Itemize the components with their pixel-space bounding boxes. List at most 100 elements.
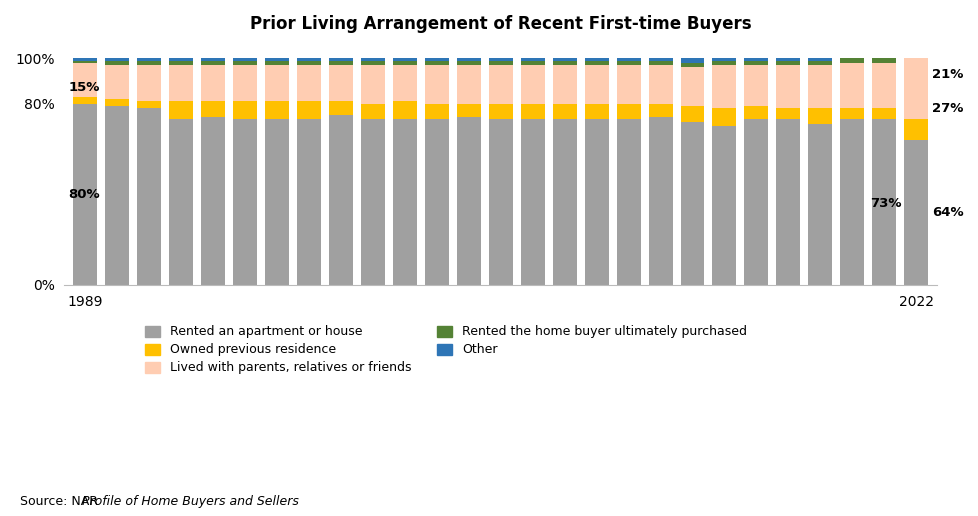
Bar — [680, 58, 704, 63]
Bar — [137, 60, 160, 65]
Bar — [105, 58, 129, 60]
Bar — [647, 65, 672, 104]
Bar — [839, 119, 864, 285]
Bar — [296, 58, 321, 60]
Text: 80%: 80% — [68, 188, 100, 201]
Bar — [712, 126, 735, 285]
Bar — [296, 119, 321, 285]
Bar — [296, 101, 321, 119]
Bar — [392, 60, 417, 65]
Bar — [712, 58, 735, 60]
Bar — [743, 106, 768, 119]
Bar — [712, 108, 735, 126]
Bar — [520, 119, 544, 285]
Bar — [839, 63, 864, 108]
Bar — [265, 119, 289, 285]
Bar — [137, 65, 160, 101]
Bar — [392, 101, 417, 119]
Bar — [233, 101, 256, 119]
Bar — [552, 58, 576, 60]
Text: 15%: 15% — [68, 81, 100, 94]
Bar — [808, 58, 831, 60]
Bar — [776, 58, 800, 60]
Bar — [616, 104, 640, 119]
Bar — [424, 65, 448, 104]
Bar — [616, 119, 640, 285]
Bar — [73, 60, 97, 63]
Bar — [73, 97, 97, 104]
Text: 21%: 21% — [931, 68, 962, 80]
Bar — [680, 67, 704, 106]
Bar — [520, 60, 544, 65]
Bar — [520, 104, 544, 119]
Bar — [743, 60, 768, 65]
Bar — [584, 65, 608, 104]
Bar — [329, 58, 352, 60]
Bar — [488, 65, 512, 104]
Bar — [839, 108, 864, 119]
Bar — [871, 108, 896, 119]
Bar — [871, 119, 896, 285]
Bar — [616, 60, 640, 65]
Text: Source: NAR: Source: NAR — [20, 495, 102, 508]
Bar — [424, 104, 448, 119]
Bar — [647, 104, 672, 117]
Bar — [361, 104, 384, 119]
Bar — [647, 117, 672, 285]
Bar — [488, 104, 512, 119]
Bar — [233, 65, 256, 101]
Bar — [616, 65, 640, 104]
Bar — [361, 60, 384, 65]
Bar — [552, 60, 576, 65]
Bar — [361, 119, 384, 285]
Bar — [776, 65, 800, 108]
Bar — [329, 115, 352, 285]
Bar — [105, 99, 129, 106]
Bar — [329, 101, 352, 115]
Bar — [361, 65, 384, 104]
Bar — [329, 60, 352, 65]
Bar — [73, 58, 97, 60]
Bar — [233, 58, 256, 60]
Bar — [456, 58, 480, 60]
Bar — [712, 65, 735, 108]
Bar — [456, 117, 480, 285]
Bar — [233, 60, 256, 65]
Bar — [743, 65, 768, 106]
Bar — [488, 58, 512, 60]
Bar — [904, 140, 927, 285]
Bar — [584, 104, 608, 119]
Bar — [743, 58, 768, 60]
Bar — [105, 106, 129, 285]
Bar — [424, 58, 448, 60]
Bar — [776, 108, 800, 119]
Bar — [552, 119, 576, 285]
Bar — [584, 58, 608, 60]
Bar — [776, 60, 800, 65]
Bar — [904, 58, 927, 119]
Bar — [743, 119, 768, 285]
Bar — [169, 58, 193, 60]
Bar — [424, 119, 448, 285]
Bar — [584, 119, 608, 285]
Bar — [361, 58, 384, 60]
Bar — [456, 60, 480, 65]
Bar — [520, 65, 544, 104]
Bar — [265, 58, 289, 60]
Bar — [552, 65, 576, 104]
Bar — [137, 108, 160, 285]
Bar — [169, 101, 193, 119]
Bar — [712, 60, 735, 65]
Bar — [647, 58, 672, 60]
Bar — [169, 60, 193, 65]
Bar — [456, 65, 480, 104]
Text: Profile of Home Buyers and Sellers: Profile of Home Buyers and Sellers — [82, 495, 298, 508]
Bar — [808, 124, 831, 285]
Bar — [871, 58, 896, 63]
Bar — [808, 60, 831, 65]
Bar — [200, 117, 225, 285]
Bar — [200, 60, 225, 65]
Text: 27%: 27% — [931, 102, 962, 115]
Bar — [233, 119, 256, 285]
Bar — [105, 65, 129, 99]
